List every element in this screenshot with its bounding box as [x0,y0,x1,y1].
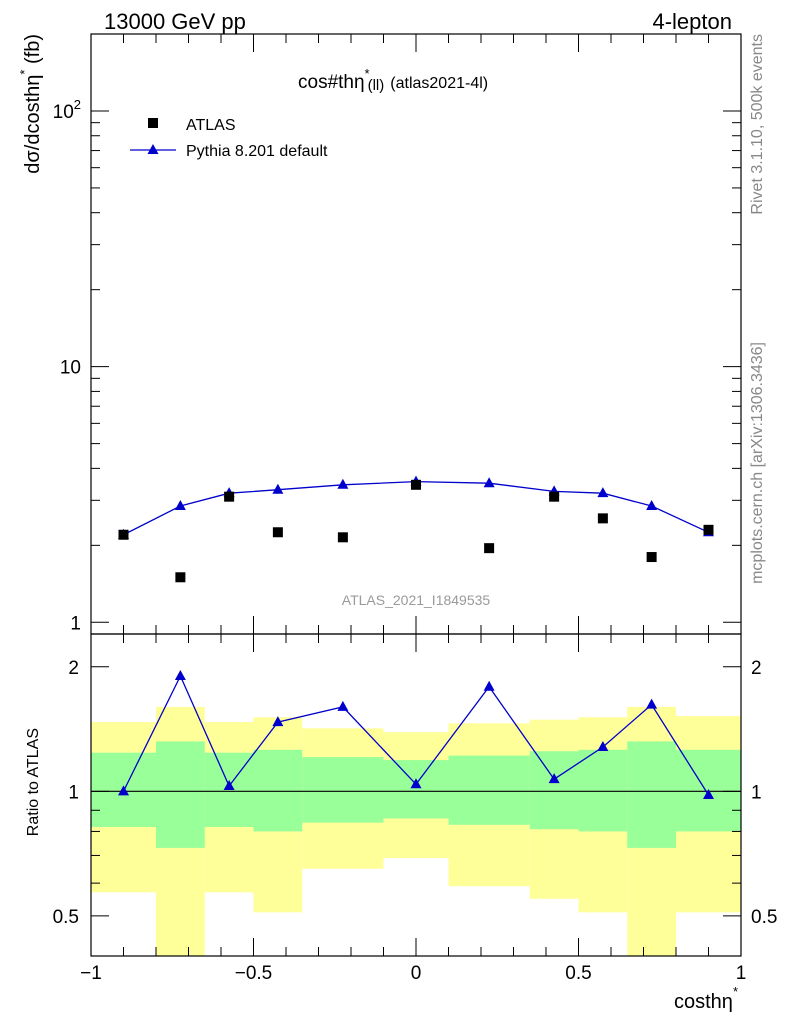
ratio-x-tick-label: 1 [736,963,747,984]
main-y-tick-label-base: 10 [53,102,74,123]
ratio-pythia-point [174,669,186,680]
ratio-pythia-point [483,680,495,691]
main-title-text: cos#thη [298,72,365,93]
ratio-pythia-point [223,780,235,791]
main-title-sup: * [365,66,370,81]
ratio-pythia-point [410,778,422,789]
uncertainty-band-inner [383,760,449,819]
ratio-y-tick-label-right: 0.5 [751,907,777,928]
main-ylabel-text: dσ/dcosthη [22,75,44,174]
ratio-panel: 0.5 0.5 1 1 2 2 −1 −0.5 0 0.5 1 Ratio to ATLAS cos… [25,633,777,1013]
legend-atlas-marker [148,118,158,128]
atlas-point [175,572,186,583]
legend: ATLAS Pythia 8.201 default [130,117,328,160]
uncertainty-band-inner [627,741,676,848]
ratio-xlabel-text: costhη [674,991,733,1013]
atlas-point [646,552,657,563]
atlas-point [597,513,608,524]
uncertainty-band-inner [578,749,628,832]
ratio-pythia-point [272,716,284,727]
atlas-point [118,529,129,540]
ratio-ylabel: Ratio to ATLAS [25,728,42,836]
main-y-tick-label-exponent: 2 [74,97,81,112]
rivet-label: Rivet 3.1.10, 500k events [749,34,766,215]
header-right: 4-lepton [652,9,732,34]
ratio-pythia-point [703,788,714,799]
ratio-plot-area [91,669,741,956]
header-left: 13000 GeV pp [104,9,246,34]
legend-pythia-marker [147,144,159,154]
atlas-point [411,479,421,490]
legend-pythia-label: Pythia 8.201 default [186,143,328,160]
main-ylabel-sup: * [17,70,32,75]
atlas-point [224,491,235,502]
atlas-point [272,527,283,538]
ratio-bands [91,706,741,956]
pythia-point [174,500,186,511]
ratio-y-tick-label-left: 1 [68,782,79,803]
ratio-pythia-point [646,698,658,709]
pythia-point [483,477,495,488]
analysis-watermark: ATLAS_2021_I1849535 [342,592,491,608]
ratio-pythia-point [337,700,349,711]
ratio-y-tick-label-right: 1 [751,782,762,803]
ratio-x-tick-label: 0 [411,963,422,984]
uncertainty-band-inner [302,757,384,823]
main-title-sub: (ll) [368,77,385,94]
uncertainty-band-inner [529,751,579,830]
ratio-axis-ticks: 0.5 0.5 1 1 2 2 −1 −0.5 0 0.5 1 [53,634,777,984]
legend-atlas-label: ATLAS [186,117,236,134]
pythia-point [597,487,609,498]
main-title: cos#thη* (ll) (atlas2021-4l) [298,66,488,94]
atlas-point [337,532,348,543]
ratio-xlabel-sup: * [733,984,738,999]
ratio-pythia-point [118,785,129,796]
main-plot-area [118,475,714,583]
uncertainty-band-inner [156,741,205,848]
uncertainty-band-inner [448,755,530,825]
main-title-tail: (atlas2021-4l) [390,75,488,92]
pythia-point [272,483,284,494]
ratio-x-tick-label: −1 [80,963,102,984]
main-ylabel: dσ/dcosthη* (fb) [17,34,44,174]
pythia-point [646,500,658,511]
mcplots-label: mcplots.cern.ch [arXiv:1306.3436] [749,342,766,584]
pythia-point [337,478,349,489]
ratio-y-tick-label-left: 2 [68,658,79,679]
main-ylabel-unit: (fb) [22,34,44,70]
ratio-y-tick-label-right: 2 [751,658,762,679]
atlas-point [703,524,714,535]
main-y-tick-label: 1 [70,613,81,634]
atlas-point [484,543,495,554]
main-y-tick-label: 102 [53,97,81,123]
ratio-y-tick-label-left: 0.5 [53,907,79,928]
atlas-point [549,491,560,502]
main-y-tick-label: 10 [60,358,81,379]
ratio-pythia-point [548,773,560,784]
ratio-x-tick-label: −0.5 [235,963,273,984]
ratio-x-tick-label: 0.5 [565,963,591,984]
ratio-pythia-point [597,740,609,751]
ratio-xlabel: costhη* [674,984,738,1013]
uncertainty-band-inner [253,749,303,832]
